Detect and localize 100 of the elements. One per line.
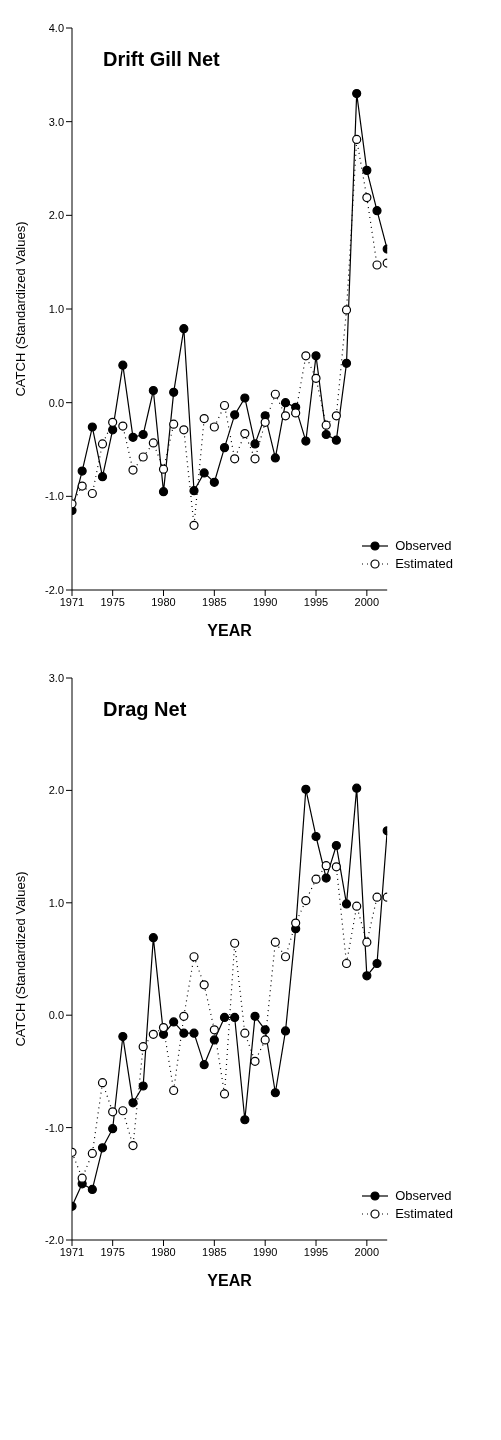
point xyxy=(230,454,240,464)
point xyxy=(352,134,362,145)
y-tick-label: 2.0 xyxy=(48,784,64,797)
point xyxy=(240,1115,250,1125)
point xyxy=(260,1025,270,1035)
x-tick-label: 1971 xyxy=(59,595,85,608)
point xyxy=(352,783,362,793)
point xyxy=(250,1011,260,1021)
x-tick-label: 1985 xyxy=(202,595,227,608)
point xyxy=(250,454,260,464)
point xyxy=(331,840,341,851)
legend-label: Estimated xyxy=(395,555,453,573)
point xyxy=(362,192,372,203)
y-tick-label: -2.0 xyxy=(45,583,64,596)
x-tick-label: 1975 xyxy=(100,595,125,608)
point xyxy=(209,477,219,487)
x-tick-label: 1990 xyxy=(252,1245,278,1258)
y-tick-label: 0.0 xyxy=(48,396,64,409)
point xyxy=(199,980,209,990)
point xyxy=(372,958,382,969)
point xyxy=(128,1098,138,1108)
point xyxy=(189,486,199,496)
point xyxy=(148,1029,158,1039)
point xyxy=(240,428,250,439)
point xyxy=(260,417,270,427)
y-axis-title: CATCH (Standardized Values) xyxy=(12,221,28,397)
point xyxy=(148,933,158,943)
point xyxy=(270,1088,280,1098)
point xyxy=(280,1026,291,1036)
point xyxy=(158,487,169,497)
point xyxy=(352,901,362,911)
point xyxy=(250,1056,260,1066)
point xyxy=(270,453,280,463)
point xyxy=(118,360,128,370)
point xyxy=(341,958,352,969)
point xyxy=(311,373,321,383)
legend-label: Estimated xyxy=(395,1205,453,1223)
point xyxy=(128,465,138,475)
point xyxy=(331,435,341,445)
point xyxy=(128,432,138,442)
point xyxy=(138,452,148,462)
point xyxy=(230,410,240,420)
point xyxy=(118,1031,128,1042)
point xyxy=(260,1035,270,1045)
point xyxy=(219,443,230,453)
point xyxy=(352,88,362,99)
point xyxy=(169,1085,179,1096)
text: Drag Net xyxy=(103,698,187,721)
y-tick-label: 3.0 xyxy=(48,671,64,684)
point xyxy=(311,874,321,884)
point xyxy=(291,918,301,928)
point xyxy=(311,351,321,361)
point xyxy=(301,784,311,794)
point xyxy=(148,385,158,396)
x-tick-label: 1971 xyxy=(59,1245,85,1258)
point xyxy=(169,1017,179,1027)
y-tick-label: 3.0 xyxy=(48,115,64,128)
point xyxy=(128,1140,138,1151)
point xyxy=(199,468,209,478)
point xyxy=(341,358,352,368)
point xyxy=(189,520,199,530)
point xyxy=(87,1184,97,1195)
point xyxy=(240,1028,250,1038)
x-tick-label: 1995 xyxy=(303,1245,329,1258)
point xyxy=(270,937,280,947)
point xyxy=(331,411,341,421)
x-tick-label: 2000 xyxy=(354,595,380,608)
x-tick-label: 1975 xyxy=(100,1245,125,1258)
point xyxy=(321,873,331,883)
point xyxy=(179,324,189,334)
y-tick-label: -1.0 xyxy=(45,1121,64,1134)
point xyxy=(108,417,118,427)
point xyxy=(291,408,301,418)
point xyxy=(108,1124,118,1134)
point xyxy=(321,861,331,871)
point xyxy=(169,387,179,397)
point xyxy=(169,419,179,429)
point xyxy=(77,481,87,491)
point xyxy=(230,1012,240,1023)
y-axis-title: CATCH (Standardized Values) xyxy=(12,871,28,1047)
point xyxy=(77,1173,87,1183)
point xyxy=(372,892,382,902)
point xyxy=(87,422,97,432)
point xyxy=(301,895,311,906)
point xyxy=(199,413,209,424)
point xyxy=(280,411,291,421)
point xyxy=(341,899,352,909)
point xyxy=(138,1081,148,1091)
point xyxy=(87,1148,97,1159)
point xyxy=(230,938,240,948)
x-tick-label: 1985 xyxy=(202,1245,227,1258)
point xyxy=(77,466,87,476)
legend-label: Observed xyxy=(395,537,452,555)
x-axis-title: YEAR xyxy=(207,1272,253,1289)
point xyxy=(158,464,169,474)
x-tick-label: 1995 xyxy=(303,595,329,608)
point xyxy=(189,952,199,962)
point xyxy=(148,438,158,448)
y-tick-label: 4.0 xyxy=(48,21,64,34)
point xyxy=(87,488,97,499)
